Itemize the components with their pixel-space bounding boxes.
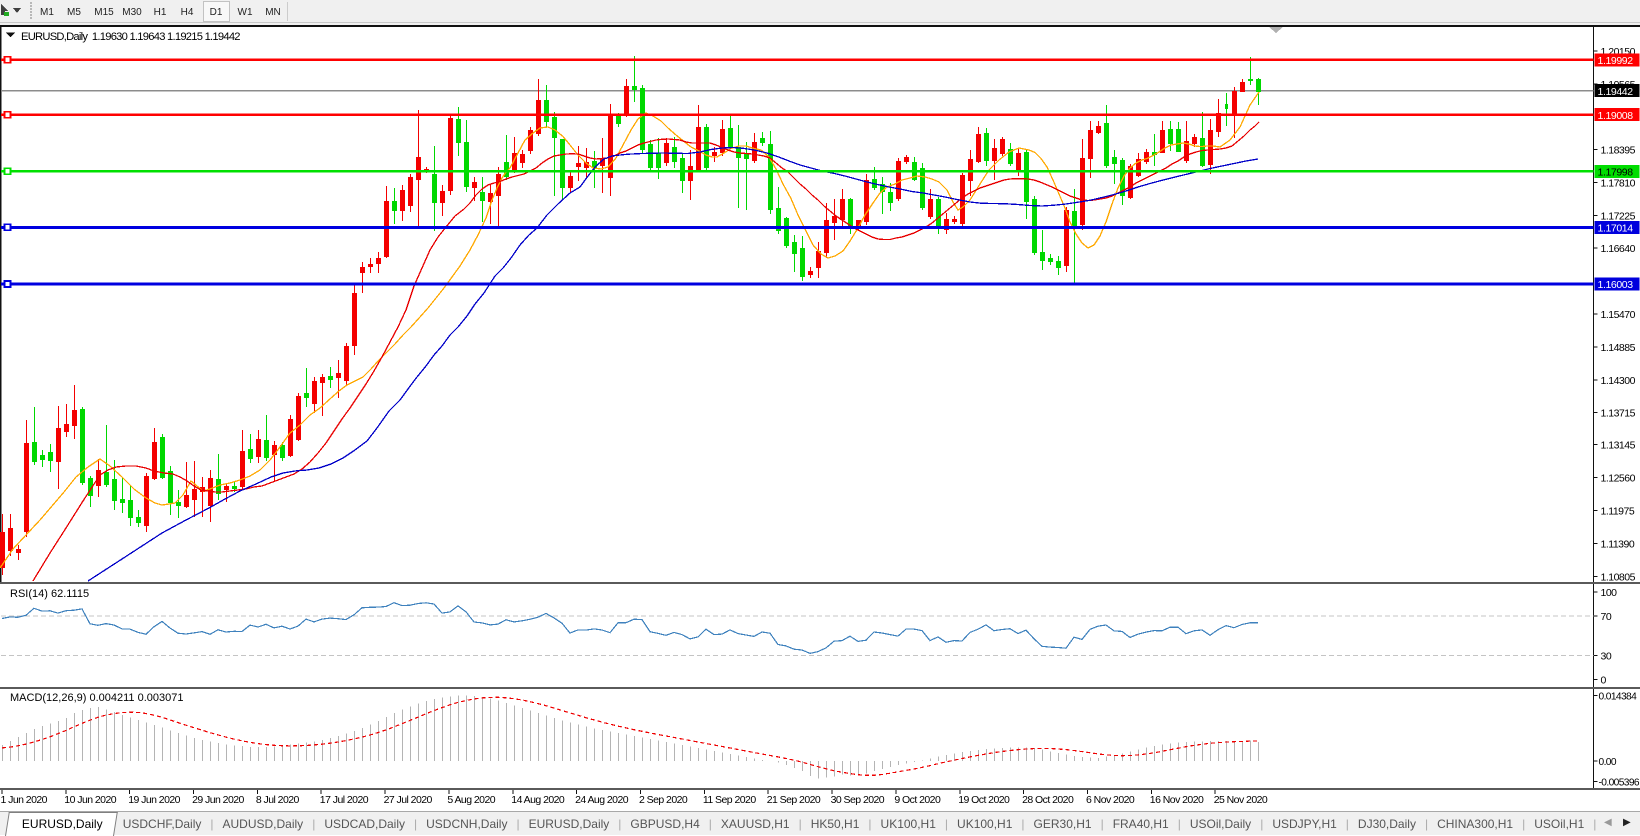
svg-text:8 Jul 2020: 8 Jul 2020 [256,794,300,806]
svg-text:1.11975: 1.11975 [1601,506,1635,518]
svg-text:M5: M5 [67,7,81,18]
svg-text:30 Sep 2020: 30 Sep 2020 [831,794,885,806]
svg-text:M1: M1 [40,7,54,18]
svg-text:19 Oct 2020: 19 Oct 2020 [958,794,1010,806]
svg-text:1.17225: 1.17225 [1601,210,1636,222]
svg-text:-0.005396: -0.005396 [1599,778,1640,789]
svg-text:1.13145: 1.13145 [1601,440,1636,452]
svg-text:1.17810: 1.17810 [1601,178,1636,190]
svg-text:24 Aug 2020: 24 Aug 2020 [575,794,629,806]
svg-text:1.17014: 1.17014 [1598,223,1634,235]
svg-text:M15: M15 [94,7,114,18]
svg-text:21 Sep 2020: 21 Sep 2020 [767,794,821,806]
svg-text:1.16640: 1.16640 [1601,243,1636,255]
svg-text:9 Oct 2020: 9 Oct 2020 [894,794,941,806]
svg-text:1.18395: 1.18395 [1601,145,1636,157]
svg-text:MACD(12,26,9) 0.004211 0.00307: MACD(12,26,9) 0.004211 0.003071 [10,692,183,704]
svg-text:1.17998: 1.17998 [1598,167,1634,179]
svg-text:30: 30 [1601,651,1612,663]
svg-text:0.014384: 0.014384 [1599,692,1638,703]
svg-text:11 Sep 2020: 11 Sep 2020 [703,794,756,806]
svg-text:1.19992: 1.19992 [1598,55,1634,67]
svg-text:25 Nov 2020: 25 Nov 2020 [1214,794,1268,806]
svg-text:1.14300: 1.14300 [1601,375,1636,387]
svg-text:100: 100 [1601,587,1618,599]
svg-text:1.14885: 1.14885 [1601,342,1636,354]
svg-text:1 Jun 2020: 1 Jun 2020 [1,794,48,806]
svg-text:27 Jul 2020: 27 Jul 2020 [384,794,433,806]
svg-text:28 Oct 2020: 28 Oct 2020 [1022,794,1074,806]
svg-text:16 Nov 2020: 16 Nov 2020 [1150,794,1204,806]
svg-text:6 Nov 2020: 6 Nov 2020 [1086,794,1135,806]
svg-text:19 Jun 2020: 19 Jun 2020 [128,794,180,806]
svg-text:1.19008: 1.19008 [1598,110,1634,122]
svg-text:1.11390: 1.11390 [1601,538,1635,550]
svg-text:H4: H4 [181,7,194,18]
svg-text:MN: MN [265,7,281,18]
svg-text:0.00: 0.00 [1599,757,1617,768]
svg-text:W1: W1 [238,7,253,18]
svg-text:1.13715: 1.13715 [1601,408,1636,420]
svg-text:0: 0 [1601,674,1607,686]
svg-text:1.16003: 1.16003 [1598,279,1634,291]
svg-text:H1: H1 [154,7,167,18]
svg-text:1.12560: 1.12560 [1601,473,1636,485]
svg-text:1.10805: 1.10805 [1601,571,1636,583]
svg-text:EURUSD,Daily 1.19630 1.19643: EURUSD,Daily 1.19630 1.19643 1.19215 1.1… [21,31,240,43]
svg-text:17 Jul 2020: 17 Jul 2020 [320,794,369,806]
svg-text:70: 70 [1601,611,1612,623]
svg-text:D1: D1 [210,7,223,18]
svg-text:1.19442: 1.19442 [1598,86,1634,98]
svg-text:1.15470: 1.15470 [1601,309,1636,321]
svg-text:2 Sep 2020: 2 Sep 2020 [639,794,688,806]
svg-text:10 Jun 2020: 10 Jun 2020 [64,794,116,806]
svg-text:M30: M30 [122,7,142,18]
svg-text:29 Jun 2020: 29 Jun 2020 [192,794,244,806]
svg-text:5 Aug 2020: 5 Aug 2020 [447,794,495,806]
svg-text:14 Aug 2020: 14 Aug 2020 [511,794,565,806]
svg-text:RSI(14) 62.1115: RSI(14) 62.1115 [10,588,89,600]
